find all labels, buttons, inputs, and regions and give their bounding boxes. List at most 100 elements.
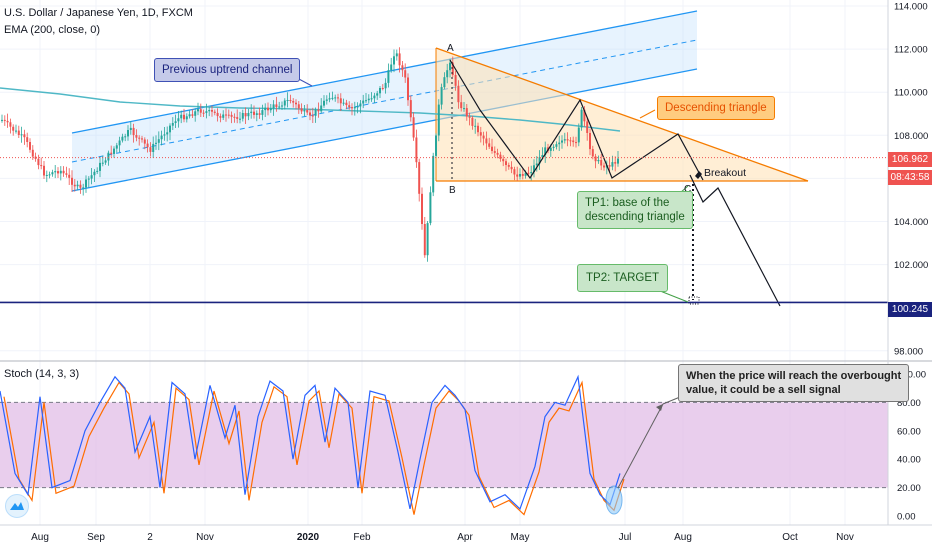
candle-body	[129, 127, 132, 130]
candle-body	[113, 148, 115, 154]
candle-body	[449, 62, 451, 71]
candle-body	[48, 174, 51, 176]
candle-body	[513, 169, 516, 175]
candle-body	[258, 113, 261, 115]
candle-body	[600, 160, 603, 166]
candle-body	[353, 106, 356, 109]
target-marker	[688, 296, 700, 305]
candle-body	[244, 113, 247, 117]
triangle-resistance-line	[435, 47, 809, 182]
candle-body	[328, 98, 331, 100]
stoch-note-line2: value, it could be a sell signal	[686, 384, 841, 396]
stoch-tick-label: 60.00	[897, 426, 921, 437]
candle-body	[230, 114, 233, 117]
tradingview-logo[interactable]	[5, 494, 29, 518]
candle-body	[482, 135, 485, 139]
candle-body	[521, 174, 524, 176]
candle-body	[468, 116, 471, 118]
pattern-path	[449, 59, 704, 181]
candle-body	[499, 154, 502, 159]
candle-body	[373, 95, 376, 99]
candle-body	[549, 147, 552, 151]
candle-body	[370, 98, 373, 100]
candle-body	[421, 193, 423, 224]
candle-body	[603, 165, 605, 168]
stoch-arrow-line	[617, 403, 664, 489]
uptrend-channel[interactable]	[71, 10, 698, 192]
candle-body	[306, 110, 309, 113]
candle-body	[384, 82, 387, 89]
candle-body	[460, 102, 463, 109]
channel-label[interactable]: Previous uptrend channel	[154, 58, 301, 82]
candle-body	[465, 108, 468, 117]
channel-upper-line	[71, 10, 698, 134]
candle-body	[323, 100, 325, 106]
candle-body	[297, 104, 300, 109]
stoch-tick-label: 20.00	[897, 483, 921, 494]
candle-body	[337, 97, 339, 99]
candle-body	[141, 138, 143, 140]
candle-body	[216, 112, 219, 117]
time-tick-label: Nov	[196, 532, 214, 543]
candle-body	[303, 110, 306, 112]
projection-path[interactable]: A B C Breakout	[0, 43, 888, 307]
candle-body	[401, 65, 404, 71]
candle-body	[334, 97, 337, 99]
candle-body	[152, 143, 155, 152]
candle-body	[62, 170, 65, 174]
candle-body	[474, 125, 477, 127]
candle-body	[488, 143, 491, 147]
candle-body	[149, 147, 152, 152]
point-a-label: A	[447, 43, 454, 54]
candle-body	[132, 127, 135, 136]
price-tick-label: 102.000	[894, 260, 928, 271]
breakdown-path	[689, 174, 781, 307]
candle-body	[404, 70, 407, 78]
candle-body	[104, 160, 107, 163]
candle-body	[510, 166, 513, 170]
candle-body	[496, 152, 499, 155]
candle-body	[412, 117, 415, 138]
stoch-note[interactable]: When the price will reach the overbought…	[678, 364, 910, 402]
candle-body	[409, 100, 412, 118]
candle-body	[208, 110, 211, 112]
candle-body	[471, 117, 474, 126]
ema-200-line	[0, 87, 621, 132]
candle-body	[331, 97, 334, 99]
tp2-label[interactable]: TP2: TARGET	[577, 264, 669, 292]
candle-body	[477, 125, 479, 133]
candle-body	[608, 165, 611, 167]
candle-body	[555, 144, 558, 147]
candle-body	[26, 137, 29, 142]
candle-body	[194, 111, 197, 116]
time-tick-label: Aug	[674, 532, 692, 543]
candle-body	[183, 114, 185, 120]
time-tick-label: 2	[147, 532, 153, 543]
candle-body	[348, 105, 351, 108]
candle-body	[93, 171, 96, 176]
candle-body	[591, 149, 594, 157]
tp1-label[interactable]: TP1: base of the descending triangle	[577, 191, 693, 229]
candle-body	[580, 109, 583, 128]
candle-body	[359, 103, 362, 107]
candle-body	[239, 118, 241, 120]
candle-body	[177, 118, 180, 122]
candle-body	[443, 77, 446, 88]
time-tick-label: Jul	[619, 532, 632, 543]
ema-indicator-label: EMA (200, close, 0)	[4, 24, 100, 36]
candle-body	[502, 158, 505, 162]
time-tick-label: May	[511, 532, 530, 543]
triangle-label[interactable]: Descending triangle	[657, 96, 775, 120]
candle-body	[79, 184, 82, 188]
symbol-title: U.S. Dollar / Japanese Yen, 1D, FXCM	[4, 7, 193, 19]
candle-body	[292, 101, 295, 103]
candle-body	[426, 223, 429, 256]
candle-body	[437, 104, 440, 136]
candle-body	[586, 121, 589, 133]
candle-body	[163, 134, 166, 136]
time-tick-label: Sep	[87, 532, 105, 543]
candle-body	[597, 160, 600, 162]
time-tick-label: Feb	[353, 532, 371, 543]
candle-body	[267, 107, 269, 111]
